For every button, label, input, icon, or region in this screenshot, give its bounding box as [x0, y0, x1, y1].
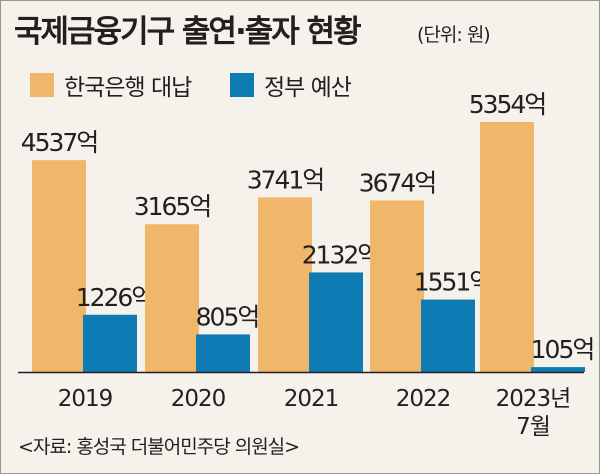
category-label-2020: 2020	[171, 386, 226, 412]
value-label-government-2021: 2132억	[302, 240, 379, 269]
bar-government-2021	[309, 272, 363, 372]
bar-korea-bank-2022	[370, 200, 424, 372]
source-note: <자료: 홍성국 더불어민주당 의원실>	[18, 436, 300, 458]
category-label-2023년-7월: 2023년 7월	[496, 386, 571, 440]
category-label-2019: 2019	[58, 386, 113, 412]
bar-korea-bank-2020	[145, 224, 199, 372]
bar-government-2019	[83, 314, 137, 372]
bar-government-2020	[196, 334, 250, 372]
value-label-government-2019: 1226억	[76, 283, 153, 312]
chart-title: 국제금융기구 출연·출자 현황	[14, 14, 362, 50]
value-label-government-2023년-7월: 105억	[531, 335, 594, 364]
legend-swatch-government	[230, 73, 254, 97]
category-label-2021: 2021	[284, 386, 339, 412]
legend-swatch-korea-bank	[30, 73, 54, 97]
bar-korea-bank-2023년-7월	[480, 122, 534, 372]
unit-note: (단위: 원)	[417, 24, 491, 46]
legend-label-government: 정부 예산	[264, 75, 352, 101]
value-label-korea-bank-2020: 3165억	[134, 192, 211, 221]
value-label-korea-bank-2022: 3674억	[359, 168, 436, 197]
legend-label-korea-bank: 한국은행 대납	[64, 75, 192, 101]
value-label-korea-bank-2021: 3741억	[247, 165, 324, 194]
bar-government-2023년-7월	[531, 367, 585, 372]
value-label-korea-bank-2019: 4537억	[21, 128, 98, 157]
value-label-government-2022: 1551억	[414, 268, 491, 297]
value-label-government-2020: 805억	[196, 302, 259, 331]
category-label-2022: 2022	[396, 386, 451, 412]
bar-korea-bank-2019	[32, 160, 86, 372]
value-label-korea-bank-2023년-7월: 5354억	[469, 90, 546, 119]
bar-government-2022	[421, 299, 475, 372]
bar-korea-bank-2021	[258, 197, 312, 372]
